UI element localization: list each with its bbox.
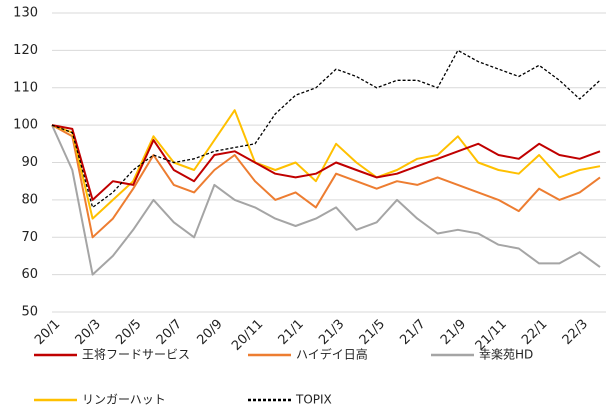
legend-label: TOPIX [295,393,332,407]
y-tick-label: 60 [21,267,38,282]
x-tick-label: 21/5 [357,317,388,348]
x-tick-label: 20/3 [73,317,104,348]
x-tick-label: 20/11 [229,317,266,354]
x-tick-label: 22/3 [560,317,591,348]
legend-label: 幸楽苑HD [479,348,533,362]
y-tick-label: 70 [21,230,38,245]
legend-label: ハイデイ日高 [296,347,368,362]
series-line [51,109,601,220]
x-tick-label: 21/9 [438,317,469,348]
series-line [51,124,601,276]
x-tick-label: 20/1 [32,317,63,348]
series-line [51,49,601,209]
x-tick-label: 20/5 [113,317,144,348]
legend-label: 王将フードサービス [82,348,190,362]
y-tick-label: 100 [13,118,38,133]
y-tick-label: 130 [13,6,38,21]
series-line [51,124,601,239]
x-tick-label: 21/7 [397,317,428,348]
x-tick-label: 21/3 [316,317,347,348]
x-tick-label: 20/9 [194,317,225,348]
y-tick-label: 80 [21,192,38,207]
y-tick-label: 120 [13,43,38,58]
y-tick-label: 90 [21,155,38,170]
x-tick-label: 22/1 [519,317,550,348]
legend-label: リンガーハット [82,393,166,407]
y-tick-label: 110 [13,80,38,95]
x-tick-label: 21/1 [276,317,307,348]
x-tick-label: 20/7 [154,317,185,348]
y-tick-label: 50 [21,305,38,320]
